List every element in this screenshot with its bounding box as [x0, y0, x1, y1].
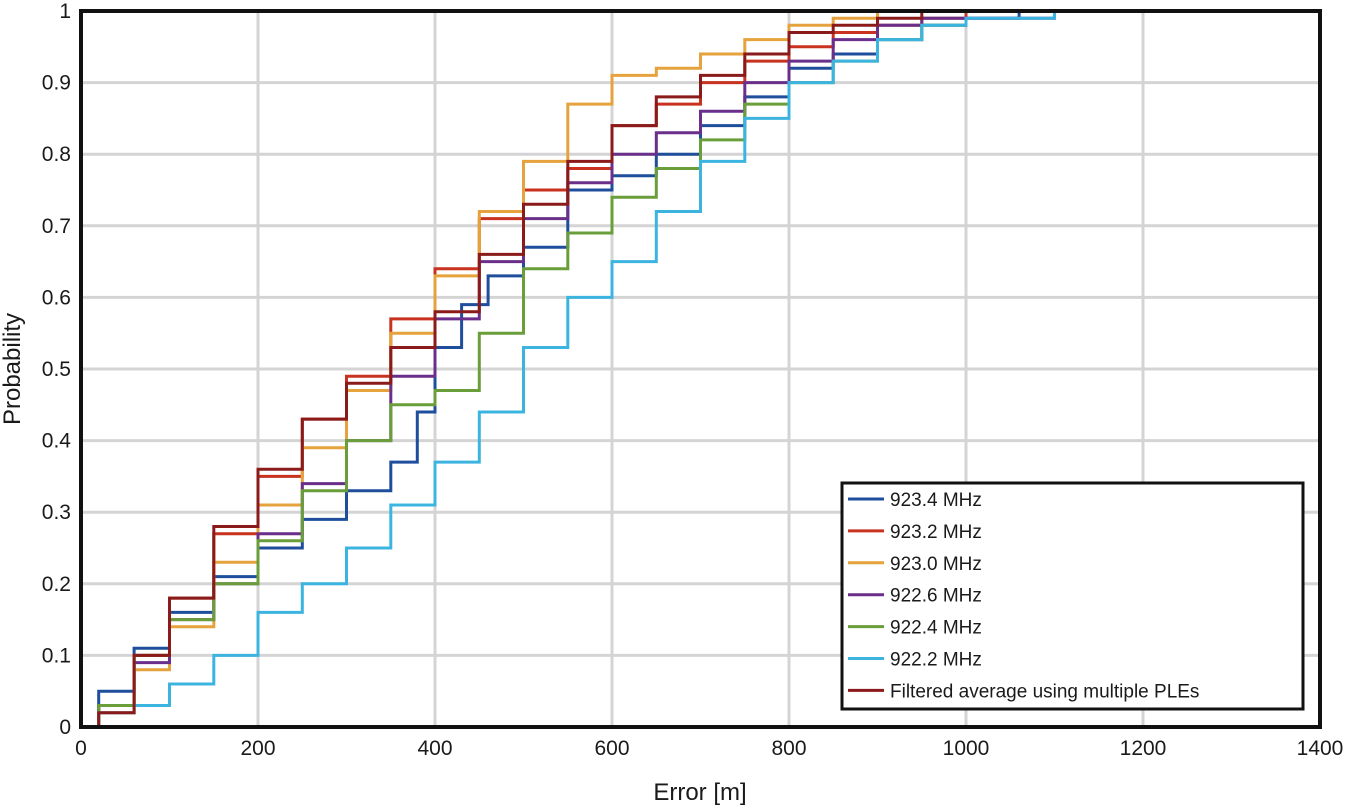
- y-tick-label: 0.8: [42, 143, 71, 166]
- legend-label: 922.2 MHz: [890, 650, 982, 671]
- y-tick-label: 0.6: [42, 286, 71, 309]
- y-tick-label: 0.9: [42, 72, 71, 95]
- x-tick-label: 800: [771, 737, 806, 760]
- y-tick-label: 0: [59, 716, 71, 739]
- x-axis-title: Error [m]: [653, 779, 746, 806]
- legend-label: 923.2 MHz: [890, 522, 982, 543]
- legend-label: 922.4 MHz: [890, 618, 982, 639]
- x-tick-label: 400: [417, 737, 452, 760]
- plot-frame: [79, 9, 1322, 729]
- y-tick-label: 0.4: [42, 430, 72, 453]
- series-line-6: [81, 9, 966, 729]
- x-tick-label: 0: [75, 737, 87, 760]
- series-line-2: [81, 9, 922, 729]
- legend-label: Filtered average using multiple PLEs: [890, 681, 1199, 702]
- x-tick-label: 1400: [1297, 737, 1344, 760]
- x-tick-label: 1200: [1120, 737, 1167, 760]
- y-tick-label: 0.2: [42, 573, 71, 596]
- x-tick-label: 600: [594, 737, 629, 760]
- y-tick-label: 0.1: [42, 644, 71, 667]
- x-tick-label: 1000: [943, 737, 990, 760]
- legend-label: 923.4 MHz: [890, 490, 982, 511]
- tick-labels: 0 200 400 600 800 1000 1200 1400 0 0.1 0.2 0.3 0.4 0.…: [42, 0, 1344, 760]
- series-lines: [81, 9, 1214, 729]
- series-line-5: [81, 9, 1143, 729]
- legend: 923.4 MHz 923.2 MHz 923.0 MHz 922.6 MHz 922.…: [840, 481, 1305, 711]
- y-axis-title: Probability: [0, 313, 26, 425]
- y-tick-label: 0.5: [42, 358, 71, 381]
- legend-label: 922.6 MHz: [890, 586, 982, 607]
- y-tick-label: 0.7: [42, 215, 71, 238]
- x-tick-label: 200: [240, 737, 275, 760]
- y-tick-label: 0.3: [42, 501, 71, 524]
- legend-label: 923.0 MHz: [890, 554, 982, 575]
- legend-box: [840, 481, 1305, 711]
- y-tick-label: 1: [59, 0, 71, 23]
